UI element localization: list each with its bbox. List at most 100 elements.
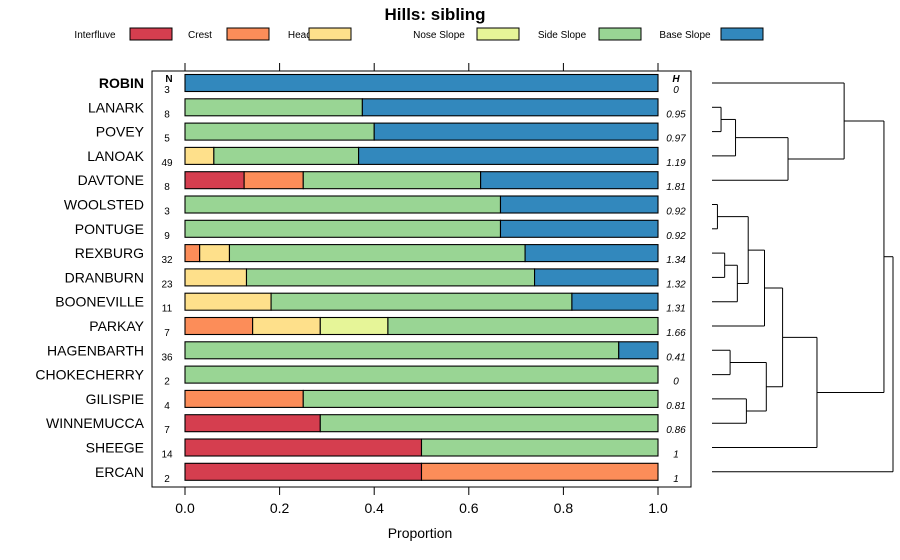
bar-segment-head-slope xyxy=(184,268,248,287)
chart-title: Hills: sibling xyxy=(384,5,485,24)
n-header: N xyxy=(165,74,172,85)
row-n-value: 3 xyxy=(164,207,170,218)
row-n-value: 11 xyxy=(162,304,173,315)
row-n-value: 8 xyxy=(164,182,170,193)
bar-segment-interfluve xyxy=(184,462,423,481)
row-h-value: 0.97 xyxy=(666,134,686,145)
row-label: ROBIN xyxy=(99,75,144,91)
bar-segment-side-slope xyxy=(213,146,360,165)
bar-segment-crest xyxy=(184,316,254,336)
bar-segment-base-slope xyxy=(524,244,659,263)
legend-label-base-slope: Base Slope xyxy=(659,30,711,41)
bar-segment-base-slope xyxy=(499,195,659,214)
bar-segment-base-slope xyxy=(358,146,659,165)
row-label: CHOKECHERRY xyxy=(35,367,144,383)
bar-segment-crest xyxy=(184,389,304,408)
legend-swatch-nose-slope xyxy=(476,27,520,41)
legend-swatch-head-slope xyxy=(308,27,352,41)
row-h-value: 1.66 xyxy=(666,328,686,339)
bar-segment-base-slope xyxy=(618,341,659,360)
row-label: BOONEVILLE xyxy=(55,294,144,310)
row-n-value: 49 xyxy=(161,158,173,169)
bar-segment-head-slope xyxy=(199,244,231,263)
dendrogram xyxy=(712,82,894,473)
bar-segment-interfluve xyxy=(184,438,423,457)
x-axis: 0.0 0.2 0.4 0.6 0.8 1.0 xyxy=(175,63,668,516)
x-axis-label: Proportion xyxy=(388,525,453,541)
row-label: HAGENBARTH xyxy=(47,342,144,358)
row-n-value: 8 xyxy=(164,109,170,120)
bar-segment-nose-slope xyxy=(319,316,389,336)
legend-label-crest: Crest xyxy=(188,30,212,41)
bar-segment-side-slope xyxy=(302,389,659,408)
row-n-value: 32 xyxy=(161,255,173,266)
row-h-value: 0.92 xyxy=(666,207,686,218)
bar-segment-base-slope xyxy=(361,98,659,117)
bar-segment-base-slope xyxy=(480,171,659,190)
bar-segment-side-slope xyxy=(387,316,659,336)
row-label: POVEY xyxy=(96,124,145,140)
legend-swatch-crest xyxy=(226,27,270,41)
row-h-value: 0 xyxy=(673,85,679,96)
row-n-value: 23 xyxy=(161,279,173,290)
row-n-value: 3 xyxy=(164,85,170,96)
bar-segment-head-slope xyxy=(184,146,215,165)
x-tick-label: 0.8 xyxy=(554,500,574,516)
row-n-value: 2 xyxy=(164,474,170,485)
bar-segment-side-slope xyxy=(270,292,573,311)
row-label: SHEEGE xyxy=(86,440,144,456)
row-h-value: 1.81 xyxy=(666,182,685,193)
bar-segment-side-slope xyxy=(184,341,620,360)
row-label: DAVTONE xyxy=(78,172,144,188)
row-h-value: 0 xyxy=(673,377,679,388)
bar-segment-base-slope xyxy=(184,73,659,93)
row-label: LANOAK xyxy=(87,148,144,164)
row-label: GILISPIE xyxy=(86,391,144,407)
row-label: LANARK xyxy=(88,99,145,115)
legend-label-side-slope: Side Slope xyxy=(538,30,587,41)
bar-segment-side-slope xyxy=(184,195,502,214)
plot-frame xyxy=(151,70,692,488)
row-h-value: 1.31 xyxy=(666,304,685,315)
bar-segment-crest xyxy=(243,171,304,190)
row-n-value: 36 xyxy=(161,352,173,363)
legend-label-nose-slope: Nose Slope xyxy=(413,30,465,41)
row-n-value: 2 xyxy=(164,377,170,388)
row-label: DRANBURN xyxy=(65,269,144,285)
row-n-value: 5 xyxy=(164,134,170,145)
bar-segment-head-slope xyxy=(184,292,272,311)
bar-segment-side-slope xyxy=(184,98,363,117)
row-label: WOOLSTED xyxy=(64,197,144,213)
legend-swatch-interfluve xyxy=(129,27,173,41)
row-label: ERCAN xyxy=(95,464,144,480)
bar-segment-base-slope xyxy=(533,268,659,287)
bar-segment-side-slope xyxy=(319,414,659,433)
x-tick-label: 0.6 xyxy=(459,500,479,516)
row-h-value: 0.95 xyxy=(666,109,686,120)
bar-segment-interfluve xyxy=(184,171,245,190)
row-h-value: 0.41 xyxy=(666,352,685,363)
row-n-value: 4 xyxy=(164,401,170,412)
h-header: H xyxy=(672,74,680,85)
bar-segment-base-slope xyxy=(571,292,659,311)
row-h-value: 1 xyxy=(673,450,679,461)
x-tick-label: 1.0 xyxy=(648,500,668,516)
legend-swatch-base-slope xyxy=(720,27,764,41)
row-h-value: 0.92 xyxy=(666,231,686,242)
row-h-value: 1.32 xyxy=(666,279,686,290)
bar-segment-head-slope xyxy=(252,316,321,336)
row-h-value: 0.81 xyxy=(666,401,685,412)
bar-segment-crest xyxy=(420,462,659,481)
row-h-value: 0.86 xyxy=(666,425,686,436)
bar-segment-crest xyxy=(184,244,201,263)
row-h-value: 1.19 xyxy=(666,158,686,169)
bar-segment-side-slope xyxy=(245,268,536,287)
x-tick-label: 0.2 xyxy=(270,500,290,516)
bar-segment-side-slope xyxy=(184,122,375,141)
bar-segment-side-slope xyxy=(302,171,482,190)
x-tick-label: 0.4 xyxy=(364,500,384,516)
chart-rows: ROBIN 3 0 LANARK 8 0.95 POVEY 5 0.97 LANOAK 49 1.19… xyxy=(35,73,686,485)
legend-label-interfluve: Interfluve xyxy=(74,30,116,41)
